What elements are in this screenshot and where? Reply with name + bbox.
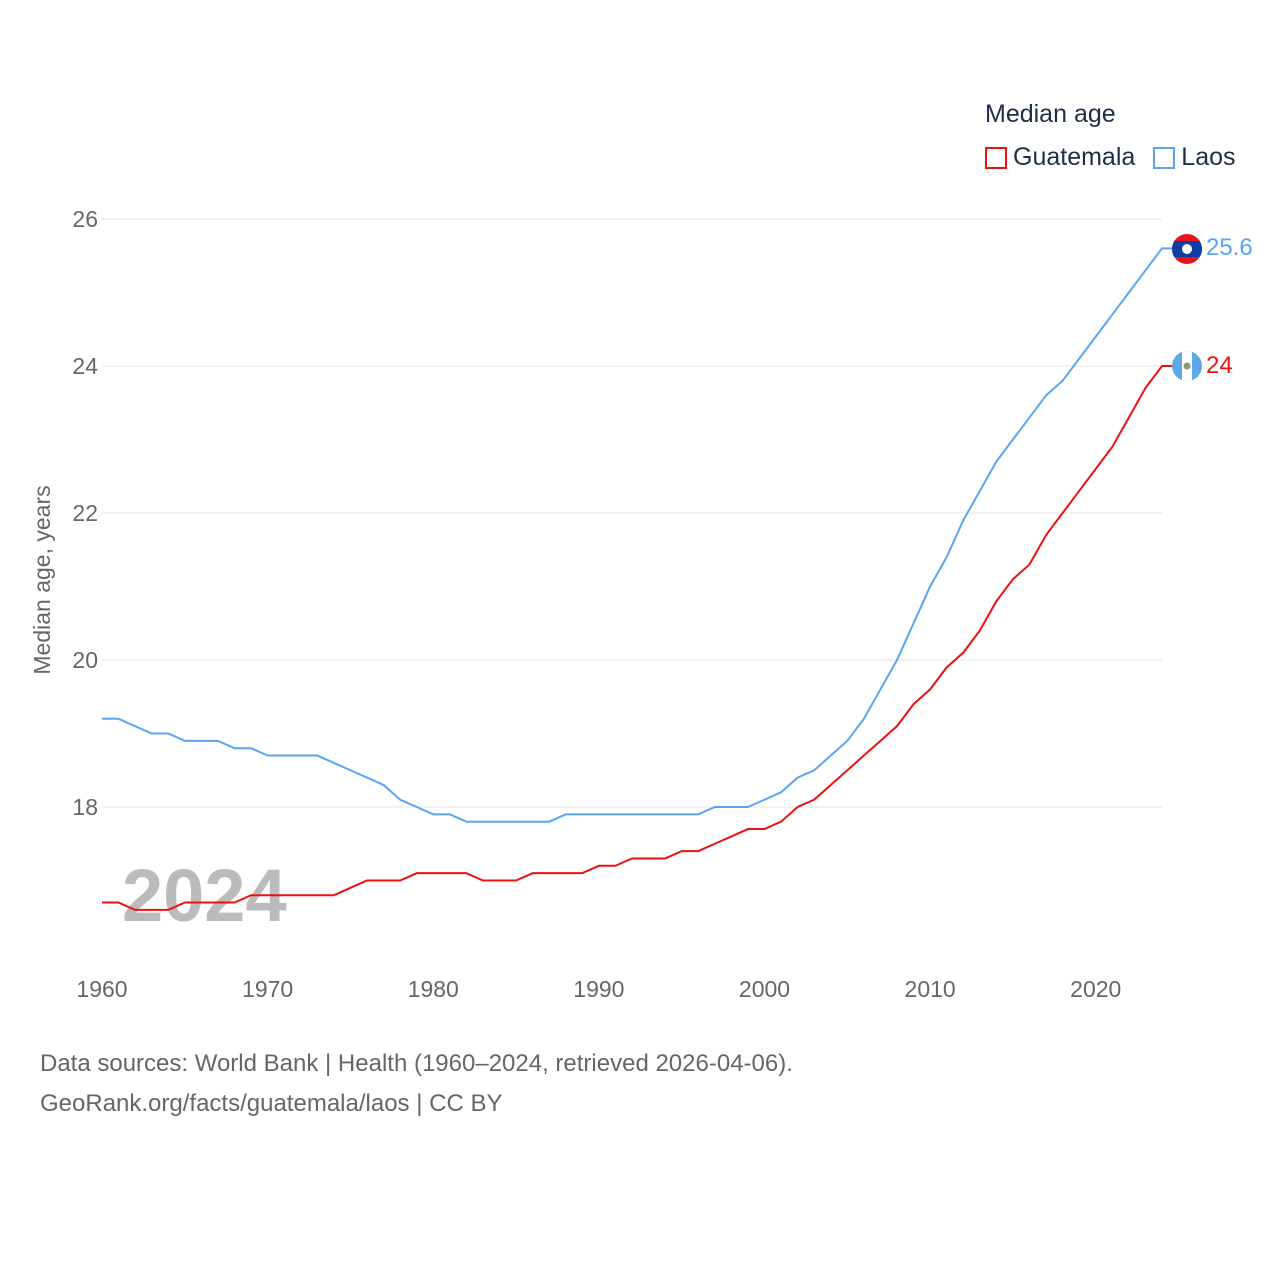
footer: Data sources: World Bank | Health (1960–…	[40, 1044, 793, 1124]
legend-label: Guatemala	[1013, 143, 1136, 171]
y-tick-label: 24	[72, 353, 98, 379]
y-axis-label: Median age, years	[29, 485, 55, 674]
x-tick-label: 1970	[242, 976, 293, 1002]
legend: Guatemala Laos	[985, 143, 1236, 172]
series-line-guatemala	[102, 365, 1172, 911]
source-link[interactable]: GeoRank.org/facts/guatemala/laos | CC BY	[40, 1090, 503, 1117]
x-tick-label: 1960	[76, 976, 127, 1002]
guatemala-end-label: 24	[1206, 352, 1233, 379]
legend-item-laos[interactable]: Laos	[1153, 143, 1236, 172]
x-tick-label: 1980	[408, 976, 459, 1002]
guatemala-flag-icon	[1172, 351, 1202, 381]
laos-swatch	[1153, 146, 1176, 169]
series-line-laos	[102, 247, 1172, 823]
legend-title: Median age	[985, 100, 1116, 128]
y-tick-label: 22	[72, 500, 98, 526]
laos-end-label: 25.6	[1206, 234, 1253, 261]
x-tick-label: 2000	[739, 976, 790, 1002]
y-tick-label: 18	[72, 794, 98, 820]
y-tick-label: 20	[72, 647, 98, 673]
guatemala-swatch	[985, 146, 1007, 169]
x-tick-label: 2010	[905, 976, 956, 1002]
legend-item-guatemala[interactable]: Guatemala	[985, 143, 1135, 172]
laos-flag-icon	[1172, 234, 1202, 264]
y-tick-label: 26	[72, 206, 98, 232]
x-tick-label: 1990	[573, 976, 624, 1002]
data-source: Data sources: World Bank | Health (1960–…	[40, 1050, 793, 1077]
legend-label: Laos	[1181, 143, 1236, 171]
x-tick-label: 2020	[1070, 976, 1121, 1002]
